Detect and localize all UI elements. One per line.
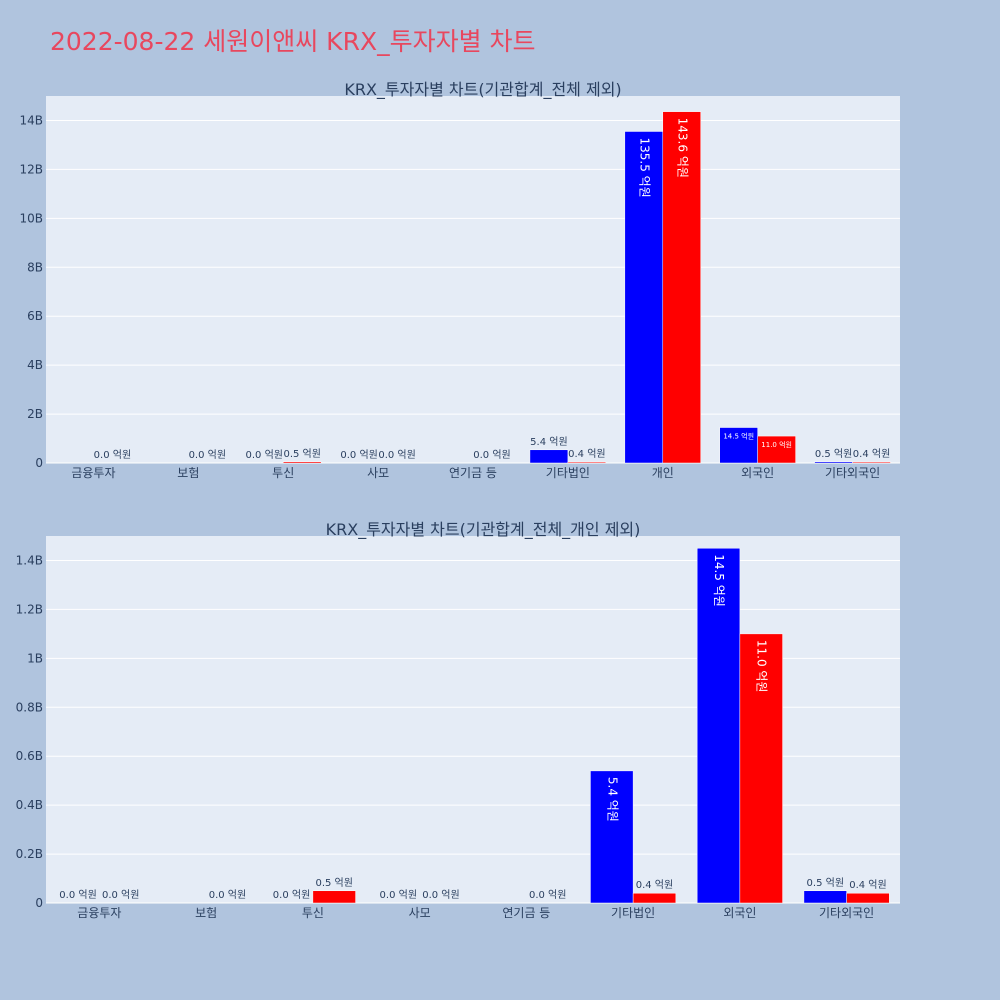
data-label: 0.4 억원 [636,879,673,891]
bar [696,547,741,904]
y-tick-label: 8B [27,260,43,274]
y-tick-label: 1.4B [16,553,43,567]
y-tick-label: 0.4B [16,798,43,812]
x-tick-label: 기타외국인 [819,906,874,920]
chart-1: 0 2B 4B 6B 8B 10B 12B 14B KRX_투자자별 차트(기관합계_전체 제외… [19,80,900,480]
y-tick-label: 0.8B [16,700,43,714]
x-tick-label: 외국인 [741,466,774,480]
x-tick-label: 연기금 등 [449,466,497,480]
y-tick-label: 0.2B [16,847,43,861]
x-tick-label: 금융투자 [77,906,121,920]
y-tick-label: 0 [35,456,43,470]
data-label: 0.0 억원 [209,889,246,901]
data-label: 0.5 억원 [315,877,352,889]
bar [662,111,701,464]
bar [624,131,664,464]
y-tick-label: 6B [27,309,43,323]
y-tick-label: 0.6B [16,749,43,763]
x-tick-label: 보험 [177,466,199,480]
y-tick-label: 2B [27,407,43,421]
bar [814,461,853,464]
data-label: 0.0 억원 [102,889,139,901]
data-label: 0.5 억원 [807,877,844,889]
data-label: 0.0 억원 [246,449,283,461]
data-label: 5.4 억원 [530,436,567,448]
data-label: 0.4 억원 [568,448,605,460]
data-label: 0.0 억원 [189,449,226,461]
y-tick-label: 14B [19,113,43,127]
data-label: 0.0 억원 [378,449,415,461]
chart-title: KRX_투자자별 차트(기관합계_전체 제외) [344,80,621,100]
data-label: 14.5 억원 [723,432,754,441]
data-label: 0.0 억원 [380,889,417,901]
data-label: 11.0 억원 [755,640,769,693]
data-label: 0.4 억원 [849,879,886,891]
x-tick-label: 외국인 [723,906,756,920]
data-label: 0.0 억원 [273,889,310,901]
bar [529,449,569,464]
y-tick-label: 4B [27,358,43,372]
data-label: 0.5 억원 [815,448,852,460]
data-label: 0.0 억원 [340,449,377,461]
x-tick-label: 사모 [367,466,389,480]
y-tick-label: 10B [19,211,43,225]
data-label: 11.0 억원 [761,440,792,449]
data-label: 0.0 억원 [94,449,131,461]
bar [312,890,356,904]
y-tick-label: 12B [19,162,43,176]
data-label: 0.0 억원 [529,889,566,901]
data-label: 0.0 억원 [59,889,96,901]
page-title: 2022-08-22 세원이앤씨 KRX_투자자별 차트 [50,27,536,56]
bar [852,461,891,464]
chart-title: KRX_투자자별 차트(기관합계_전체_개인 제외) [326,520,641,540]
bar [632,892,677,904]
x-tick-label: 기타법인 [611,906,655,920]
data-label: 135.5 억원 [637,137,651,197]
bar [282,461,322,464]
x-tick-label: 투신 [272,466,294,480]
y-tick-label: 1.2B [16,602,43,616]
bar [590,770,634,904]
x-tick-label: 투신 [302,906,324,920]
x-tick-label: 연기금 등 [502,906,550,920]
bar [567,461,607,464]
x-tick-label: 사모 [409,906,431,920]
data-label: 5.4 억원 [605,777,619,822]
bar [846,892,890,904]
bar [719,427,758,464]
x-tick-label: 개인 [652,466,674,480]
data-label: 0.5 억원 [283,448,320,460]
data-label: 14.5 억원 [712,554,726,607]
plot-area [46,96,900,463]
y-tick-label: 1B [27,651,43,665]
bar [803,890,847,904]
bar [739,633,783,904]
data-label: 0.0 억원 [422,889,459,901]
x-tick-label: 기타법인 [546,466,590,480]
data-label: 0.0 억원 [473,449,510,461]
x-tick-label: 금융투자 [71,466,115,480]
data-label: 0.4 억원 [853,448,890,460]
y-tick-label: 0 [35,896,43,910]
chart-2: 0 0.2B 0.4B 0.6B 0.8B 1B 1.2B 1.4B KRX_투자자별 차트(기… [16,520,900,920]
data-label: 143.6 억원 [675,118,689,178]
x-tick-label: 기타외국인 [825,466,880,480]
x-tick-label: 보험 [195,906,217,920]
bar [757,435,796,464]
